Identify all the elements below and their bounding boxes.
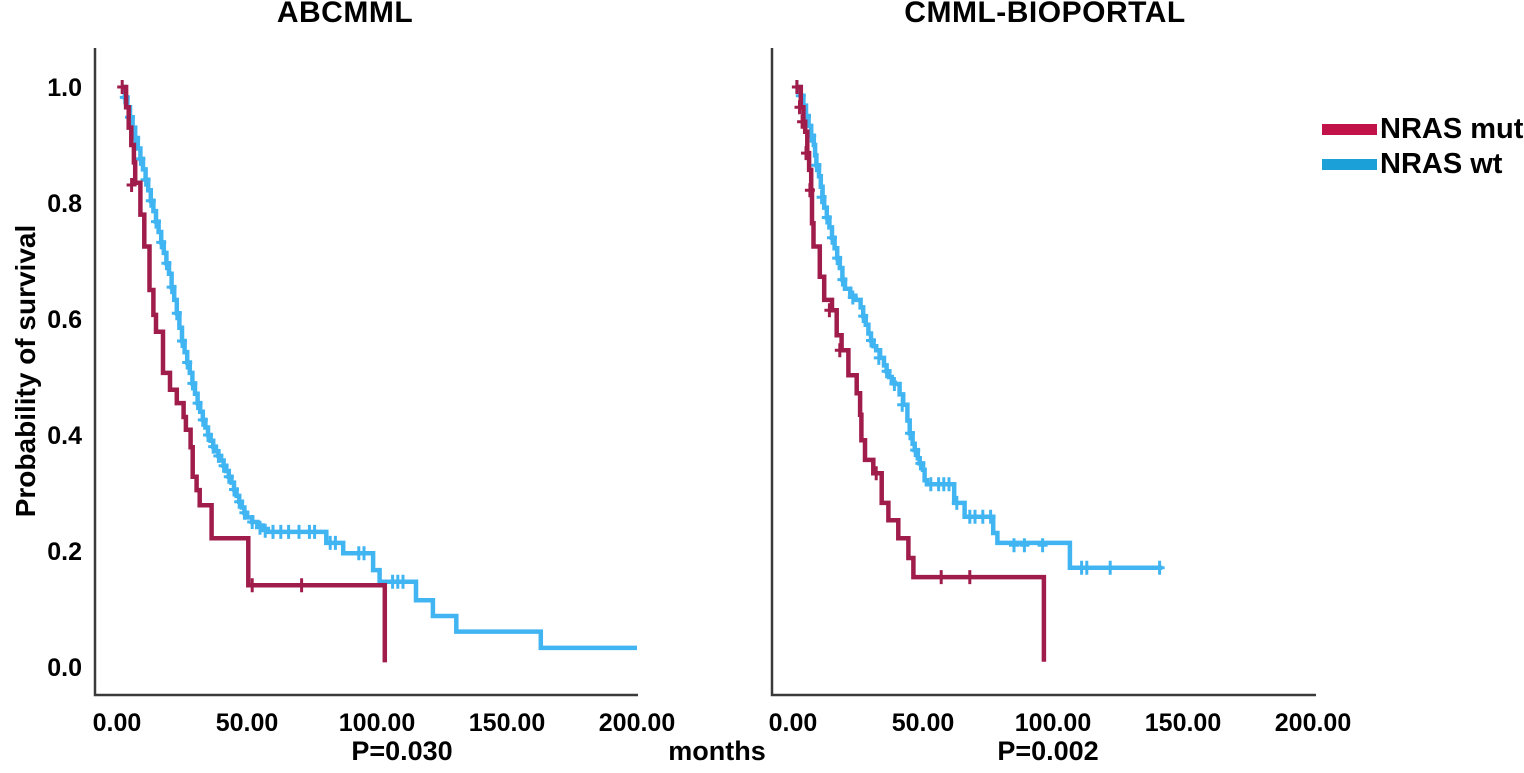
legend-swatch-nras-mut bbox=[1322, 124, 1377, 135]
x-tick-label: 0.00 bbox=[93, 709, 142, 737]
censor-marks-nras-wt-panel-1 bbox=[791, 80, 1165, 575]
censor-marks-nras-mut-panel-0 bbox=[117, 80, 307, 593]
x-axis-label: months bbox=[668, 736, 766, 766]
km-curve-nras-mut-panel-1 bbox=[796, 84, 1047, 662]
axis-panel-0 bbox=[93, 48, 638, 697]
censor-marks-nras-mut-panel-1 bbox=[791, 80, 975, 585]
y-tick-label: 0.0 bbox=[47, 654, 82, 682]
km-curve-nras-wt-panel-1 bbox=[796, 84, 1163, 571]
x-tick-label: 100.00 bbox=[1015, 709, 1091, 737]
x-tick-label: 150.00 bbox=[469, 709, 545, 737]
panel-title-abcmml: ABCMML bbox=[276, 0, 414, 29]
x-tick-label: 50.00 bbox=[216, 709, 279, 737]
legend-item-nras-mut: NRAS mut bbox=[1322, 113, 1524, 145]
y-tick-label: 0.4 bbox=[47, 422, 82, 450]
km-curve-nras-wt-panel-0 bbox=[122, 84, 637, 651]
x-tick-label: 200.00 bbox=[599, 709, 675, 737]
y-axis-label: Probability of survival bbox=[10, 224, 41, 518]
p-value-bioportal: P=0.002 bbox=[997, 736, 1099, 766]
y-tick-label: 1.0 bbox=[47, 74, 82, 102]
y-tick-label: 0.6 bbox=[47, 306, 82, 334]
x-tick-label: 150.00 bbox=[1145, 709, 1221, 737]
y-tick-label: 0.8 bbox=[47, 190, 82, 218]
p-value-abcmml: P=0.030 bbox=[351, 736, 453, 766]
legend-swatch-nras-wt bbox=[1322, 159, 1377, 170]
x-tick-label: 200.00 bbox=[1275, 709, 1351, 737]
x-tick-label: 50.00 bbox=[892, 709, 955, 737]
legend-item-nras-wt: NRAS wt bbox=[1322, 148, 1523, 180]
y-tick-label: 0.2 bbox=[47, 538, 82, 566]
axis-panel-1 bbox=[770, 48, 1316, 697]
x-tick-label: 100.00 bbox=[339, 709, 415, 737]
km-curve-nras-mut-panel-0 bbox=[122, 84, 388, 663]
legend-label-nras-wt: NRAS wt bbox=[1380, 148, 1503, 180]
panel-title-bioportal: CMML-BIOPORTAL bbox=[904, 0, 1186, 29]
legend: NRAS mut NRAS wt bbox=[1322, 113, 1524, 186]
x-tick-label: 0.00 bbox=[769, 709, 818, 737]
legend-label-nras-mut: NRAS mut bbox=[1380, 113, 1524, 145]
